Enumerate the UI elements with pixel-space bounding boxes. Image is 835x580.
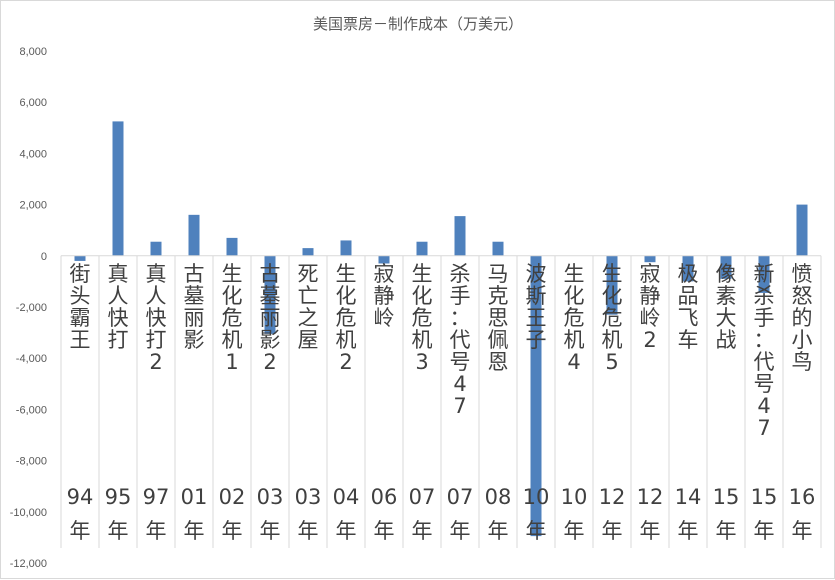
y-axis: -12,000 -10,000 -8,000 -6,000 -4,000 -2,000 0 2… xyxy=(10,46,47,570)
y-tick-label: -6,000 xyxy=(16,404,47,416)
bar xyxy=(303,248,314,256)
category-label: 波斯王子 xyxy=(526,262,547,352)
y-tick-label: -12,000 xyxy=(10,558,47,570)
bar xyxy=(493,242,504,256)
y-tick-label: 2,000 xyxy=(19,200,47,212)
bar xyxy=(189,215,200,256)
category-label: 死亡之屋 xyxy=(298,262,319,352)
category-label: 马克思佩恩 xyxy=(488,262,509,374)
y-tick-label: -10,000 xyxy=(10,507,47,519)
category-dividers xyxy=(61,256,821,548)
bar xyxy=(455,216,466,256)
category-label: 愤怒的小鸟 xyxy=(792,262,813,374)
y-tick-label: 8,000 xyxy=(19,46,47,58)
bar xyxy=(341,240,352,255)
bar xyxy=(151,242,162,256)
y-tick-label: 6,000 xyxy=(19,97,47,109)
category-label: 真人快打 xyxy=(108,262,129,352)
y-tick-label: 0 xyxy=(41,251,47,263)
y-tick-label: -2,000 xyxy=(16,302,47,314)
category-label: 街头霸王 xyxy=(70,262,91,352)
category-label: 古墓丽影 xyxy=(184,262,205,352)
category-label: 极品飞车 xyxy=(678,262,699,352)
bar xyxy=(75,256,86,261)
bar xyxy=(797,205,808,256)
chart-title: 美国票房－制作成本（万美元） xyxy=(313,15,523,33)
y-tick-label: -8,000 xyxy=(16,456,47,468)
bar xyxy=(227,238,238,256)
category-label: 像素大战 xyxy=(716,262,737,352)
category-label: 寂静岭 xyxy=(374,262,395,330)
bar xyxy=(113,121,124,255)
y-tick-label: -4,000 xyxy=(16,353,47,365)
bar xyxy=(417,242,428,256)
y-tick-label: 4,000 xyxy=(19,148,47,160)
